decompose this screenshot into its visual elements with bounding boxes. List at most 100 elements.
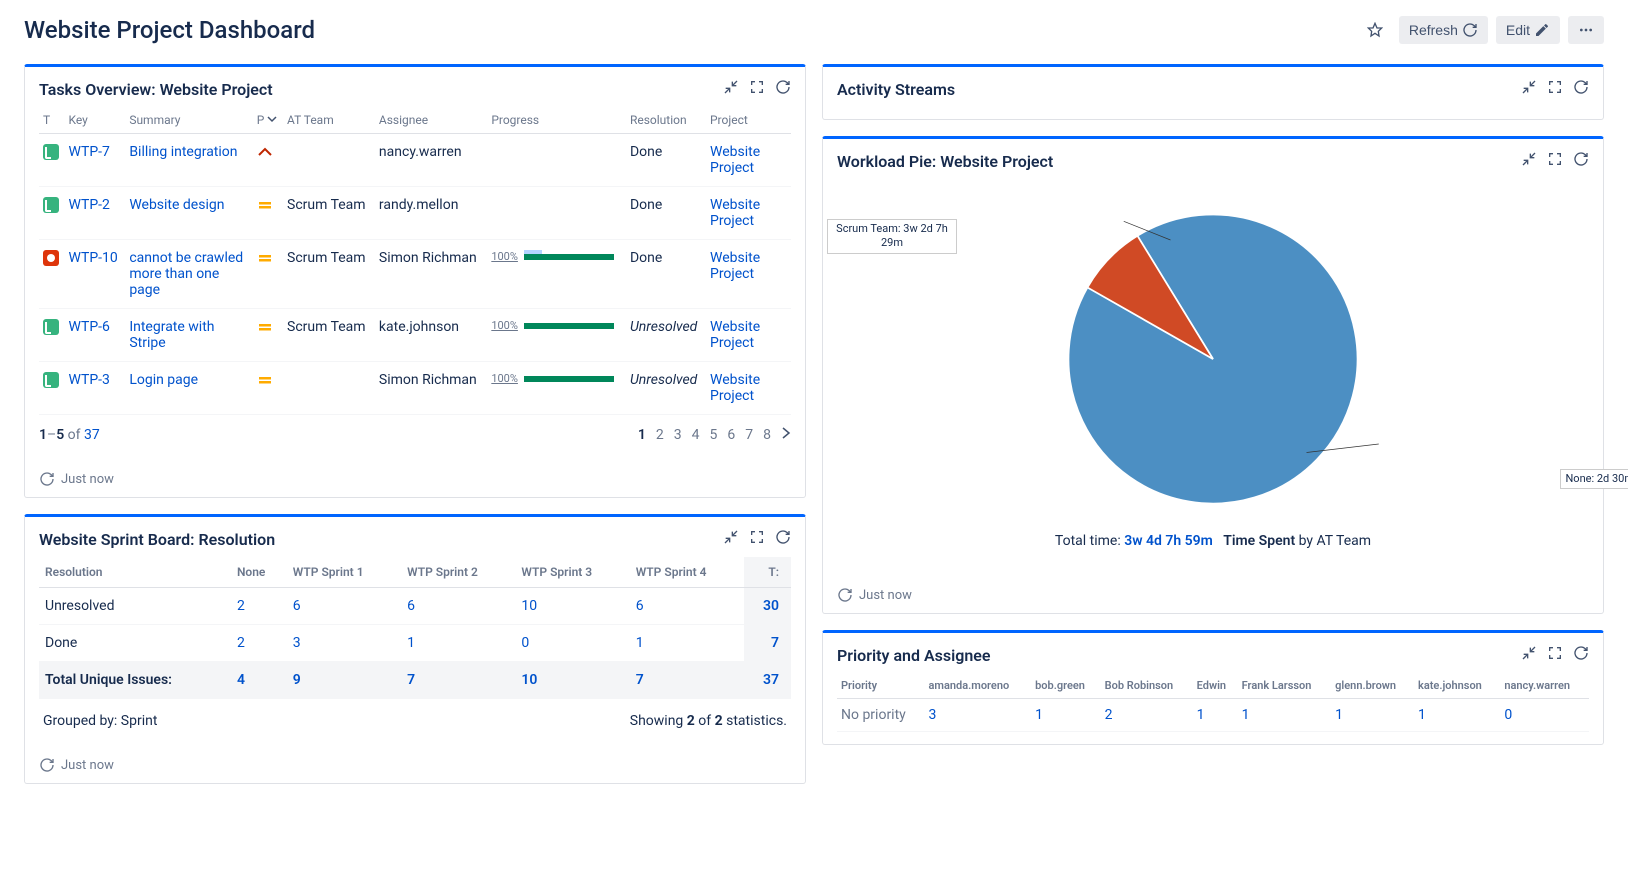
refresh-icon[interactable]	[39, 757, 55, 773]
edit-button[interactable]: Edit	[1496, 16, 1560, 44]
issue-summary[interactable]: Login page	[129, 372, 198, 388]
page-2[interactable]: 2	[656, 427, 664, 443]
page-5[interactable]: 5	[710, 427, 718, 443]
cell-link[interactable]: 4	[237, 672, 245, 688]
col-header[interactable]: kate.johnson	[1414, 673, 1500, 699]
cell-link[interactable]: 1	[1197, 707, 1205, 723]
cell-link[interactable]: 2	[1105, 707, 1113, 723]
issue-key[interactable]: WTP-3	[68, 372, 109, 388]
page-7[interactable]: 7	[745, 427, 753, 443]
col-header[interactable]: None	[231, 557, 287, 588]
refresh-button[interactable]: Refresh	[1399, 16, 1488, 44]
project-link[interactable]: Website Project	[710, 250, 760, 282]
col-header[interactable]: bob.green	[1031, 673, 1101, 699]
col-header[interactable]: WTP Sprint 4	[630, 557, 744, 588]
refresh-icon[interactable]	[1573, 645, 1589, 665]
issue-key[interactable]: WTP-7	[68, 144, 109, 160]
refresh-icon[interactable]	[837, 587, 853, 603]
star-icon[interactable]	[1359, 16, 1391, 44]
maximize-icon[interactable]	[1547, 151, 1563, 171]
cell-link[interactable]: 10	[521, 598, 537, 614]
page-1[interactable]: 1	[638, 427, 646, 443]
minimize-icon[interactable]	[723, 529, 739, 549]
cell-link[interactable]: 2	[237, 598, 245, 614]
maximize-icon[interactable]	[1547, 79, 1563, 99]
col-header[interactable]: Key	[64, 107, 125, 134]
cell-link[interactable]: 10	[521, 672, 537, 688]
project-link[interactable]: Website Project	[710, 372, 760, 404]
cell-link[interactable]: 7	[407, 672, 415, 688]
page-4[interactable]: 4	[692, 427, 700, 443]
col-header[interactable]: Assignee	[375, 107, 487, 134]
cell-link[interactable]: 1	[636, 635, 644, 651]
col-header[interactable]: T	[39, 107, 64, 134]
refresh-icon[interactable]	[1573, 151, 1589, 171]
cell-link[interactable]: 3	[293, 635, 301, 651]
col-header[interactable]: WTP Sprint 2	[401, 557, 515, 588]
col-header[interactable]: Frank Larsson	[1238, 673, 1332, 699]
issue-summary[interactable]: Billing integration	[129, 144, 237, 160]
refresh-icon[interactable]	[775, 79, 791, 99]
col-header[interactable]: Edwin	[1193, 673, 1238, 699]
col-header[interactable]: Priority	[837, 673, 925, 699]
issue-summary[interactable]: cannot be crawled more than one page	[129, 250, 243, 298]
next-page-icon[interactable]	[781, 427, 791, 443]
col-header[interactable]: nancy.warren	[1500, 673, 1589, 699]
issue-key[interactable]: WTP-2	[68, 197, 109, 213]
issue-summary[interactable]: Integrate with Stripe	[129, 319, 214, 351]
cell-link[interactable]: 6	[636, 598, 644, 614]
cell-link[interactable]: 6	[293, 598, 301, 614]
cell-link[interactable]: 1	[1242, 707, 1250, 723]
minimize-icon[interactable]	[1521, 645, 1537, 665]
cell-link[interactable]: 1	[1335, 707, 1343, 723]
cell-link[interactable]: 30	[763, 598, 779, 614]
page-8[interactable]: 8	[763, 427, 771, 443]
maximize-icon[interactable]	[749, 79, 765, 99]
cell-link[interactable]: 1	[1035, 707, 1043, 723]
cell-link[interactable]: 3	[929, 707, 937, 723]
project-link[interactable]: Website Project	[710, 197, 760, 229]
refresh-icon[interactable]	[1573, 79, 1589, 99]
page-3[interactable]: 3	[674, 427, 682, 443]
cell-link[interactable]: 6	[407, 598, 415, 614]
issue-key[interactable]: WTP-10	[68, 250, 117, 266]
project-link[interactable]: Website Project	[710, 144, 760, 176]
progress-bar: 100%	[491, 319, 622, 332]
col-header[interactable]: Project	[706, 107, 791, 134]
cell-link[interactable]: 0	[521, 635, 529, 651]
col-header[interactable]: WTP Sprint 1	[287, 557, 401, 588]
col-header[interactable]: Bob Robinson	[1101, 673, 1193, 699]
col-header[interactable]: Progress	[487, 107, 626, 134]
issue-summary[interactable]: Website design	[129, 197, 224, 213]
team-cell: Scrum Team	[283, 187, 375, 240]
col-header[interactable]: Summary	[125, 107, 252, 134]
minimize-icon[interactable]	[1521, 79, 1537, 99]
cell-link[interactable]: 7	[771, 635, 779, 651]
cell-link[interactable]: 37	[763, 672, 779, 688]
cell-link[interactable]: 0	[1504, 707, 1512, 723]
col-header[interactable]: Resolution	[626, 107, 706, 134]
project-link[interactable]: Website Project	[710, 319, 760, 351]
maximize-icon[interactable]	[749, 529, 765, 549]
col-header[interactable]: amanda.moreno	[925, 673, 1032, 699]
resolution-cell: Done	[626, 240, 706, 309]
minimize-icon[interactable]	[723, 79, 739, 99]
col-header[interactable]: P	[253, 107, 283, 134]
maximize-icon[interactable]	[1547, 645, 1563, 665]
col-header[interactable]: T:	[744, 557, 791, 588]
refresh-icon[interactable]	[775, 529, 791, 549]
page-6[interactable]: 6	[727, 427, 735, 443]
cell-link[interactable]: 7	[636, 672, 644, 688]
cell-link[interactable]: 1	[1418, 707, 1426, 723]
col-header[interactable]: glenn.brown	[1331, 673, 1414, 699]
col-header[interactable]: AT Team	[283, 107, 375, 134]
col-header[interactable]: WTP Sprint 3	[515, 557, 629, 588]
refresh-icon[interactable]	[39, 471, 55, 487]
col-header[interactable]: Resolution	[39, 557, 231, 588]
cell-link[interactable]: 9	[293, 672, 301, 688]
minimize-icon[interactable]	[1521, 151, 1537, 171]
cell-link[interactable]: 1	[407, 635, 415, 651]
cell-link[interactable]: 2	[237, 635, 245, 651]
more-button[interactable]	[1568, 16, 1604, 44]
issue-key[interactable]: WTP-6	[68, 319, 109, 335]
